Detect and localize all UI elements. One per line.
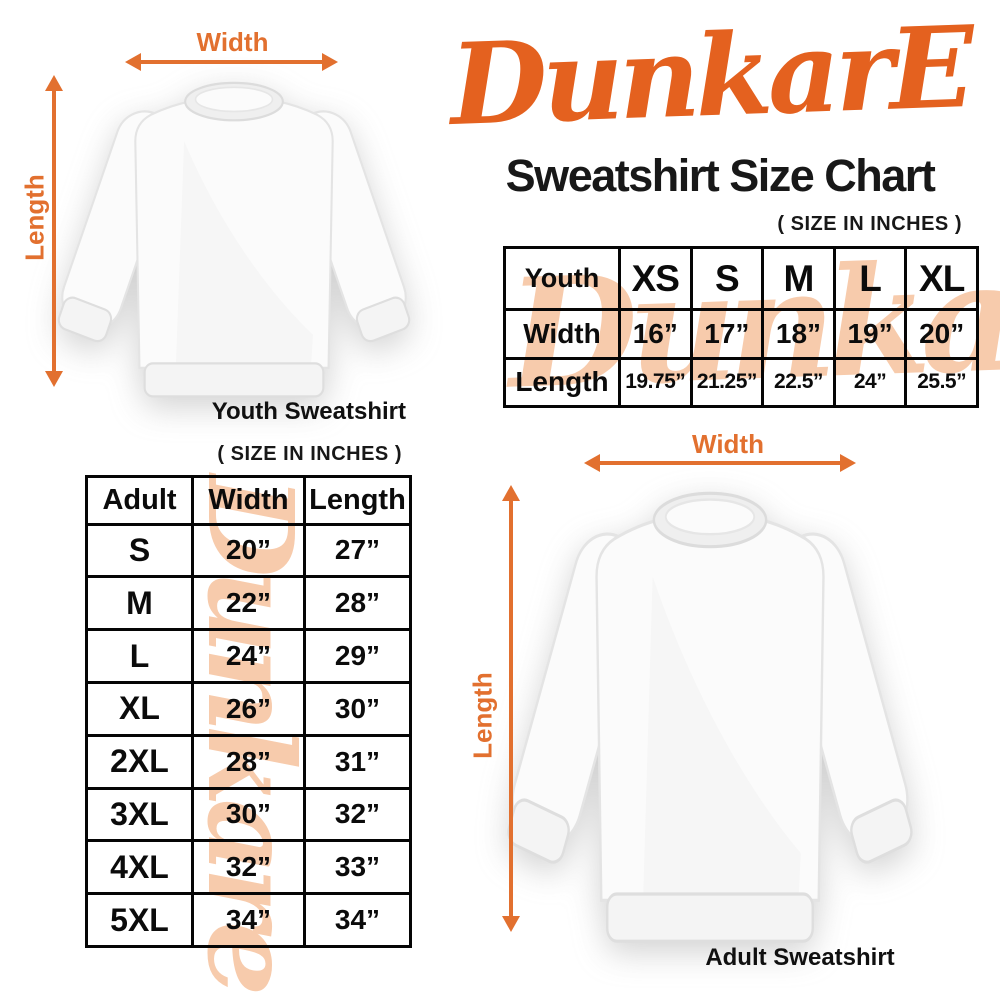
youth-measurement-cell: 19.75”	[617, 356, 693, 409]
adult-width-cell: 30”	[191, 786, 306, 843]
adult-width-cell: 22”	[191, 575, 306, 632]
youth-row-label: Width	[503, 308, 621, 360]
adult-width-cell: 20”	[191, 522, 306, 579]
youth-size-table: Youth XS S M L XL Width 16” 17” 18” 19” 20” Length 19…	[503, 245, 979, 409]
adult-length-label: Length	[467, 672, 498, 759]
adult-width-cell: 32”	[191, 839, 306, 896]
youth-column-header: L	[832, 245, 908, 312]
adult-table-row: 4XL 32” 33”	[85, 839, 413, 896]
youth-measurement-cell: 22.5”	[761, 356, 836, 409]
adult-width-cell: 26”	[191, 680, 306, 737]
youth-measurement-cell: 19”	[832, 308, 908, 360]
adult-size-label: 3XL	[85, 786, 194, 843]
adult-table-header-row: Adult Width Length	[85, 475, 413, 526]
adult-size-label: 4XL	[85, 839, 194, 896]
adult-table-row: XL 26” 30”	[85, 680, 413, 737]
adult-sweatshirt-image	[498, 491, 922, 943]
youth-length-label: Length	[19, 174, 50, 261]
youth-table-row: Width 16” 17” 18” 19” 20”	[503, 308, 979, 360]
adult-width-label: Width	[692, 429, 764, 459]
dunkare-logo: DunkarE	[447, 1, 972, 152]
youth-column-header: XL	[904, 245, 979, 312]
youth-measurement-cell: 20”	[904, 308, 979, 360]
youth-width-arrow-icon	[128, 60, 335, 64]
adult-size-label: 5XL	[85, 892, 194, 948]
youth-column-header: Youth	[503, 245, 621, 312]
youth-length-arrow-icon	[52, 78, 56, 384]
adult-table-row: 2XL 28” 31”	[85, 733, 413, 790]
adult-width-cell: 28”	[191, 733, 306, 790]
youth-measurement-cell: 21.25”	[689, 356, 765, 409]
adult-length-arrow-icon	[509, 488, 513, 929]
adult-table-row: 3XL 30” 32”	[85, 786, 413, 843]
youth-measurement-cell: 18”	[761, 308, 836, 360]
adult-length-cell: 31”	[302, 733, 413, 790]
youth-size-note: ( SIZE IN INCHES )	[777, 213, 962, 235]
youth-column-header: XS	[617, 245, 693, 312]
adult-column-header: Adult	[85, 475, 194, 526]
youth-caption: Youth Sweatshirt	[211, 398, 406, 425]
youth-measurement-cell: 16”	[617, 308, 693, 360]
adult-length-cell: 28”	[302, 575, 413, 632]
youth-column-header: M	[761, 245, 836, 312]
youth-table-row: Length 19.75” 21.25” 22.5” 24” 25.5”	[503, 356, 979, 409]
adult-size-label: 2XL	[85, 733, 194, 790]
adult-column-header: Width	[191, 475, 306, 526]
adult-width-cell: 34”	[191, 892, 306, 948]
adult-length-cell: 32”	[302, 786, 413, 843]
youth-width-label: Width	[196, 27, 269, 57]
youth-measurement-cell: 24”	[832, 356, 908, 409]
youth-sweatshirt-image	[50, 81, 418, 398]
youth-column-header: S	[689, 245, 765, 312]
adult-length-cell: 34”	[302, 892, 413, 948]
adult-length-cell: 30”	[302, 680, 413, 737]
page-title: Sweatshirt Size Chart	[505, 150, 936, 201]
adult-table-row: L 24” 29”	[85, 628, 413, 684]
adult-size-label: S	[85, 522, 194, 579]
adult-length-cell: 29”	[302, 628, 413, 684]
youth-measurement-cell: 25.5”	[904, 356, 979, 409]
youth-measurement-cell: 17”	[689, 308, 765, 360]
adult-caption: Adult Sweatshirt	[705, 944, 895, 971]
adult-size-label: L	[85, 628, 194, 684]
adult-size-note: ( SIZE IN INCHES )	[217, 443, 402, 465]
adult-length-cell: 27”	[302, 522, 413, 579]
adult-size-table: Adult Width Length S 20” 27” M 22” 28” L 24” 29” XL 2…	[85, 475, 413, 948]
adult-table-row: 5XL 34” 34”	[85, 892, 413, 948]
youth-row-label: Length	[503, 356, 621, 409]
adult-table-row: M 22” 28”	[85, 575, 413, 632]
youth-table-header-row: Youth XS S M L XL	[503, 245, 979, 312]
adult-size-label: M	[85, 575, 194, 632]
adult-length-cell: 33”	[302, 839, 413, 896]
adult-width-arrow-icon	[587, 461, 853, 465]
adult-column-header: Length	[302, 475, 413, 526]
adult-size-label: XL	[85, 680, 194, 737]
adult-width-cell: 24”	[191, 628, 306, 684]
adult-table-row: S 20” 27”	[85, 522, 413, 579]
